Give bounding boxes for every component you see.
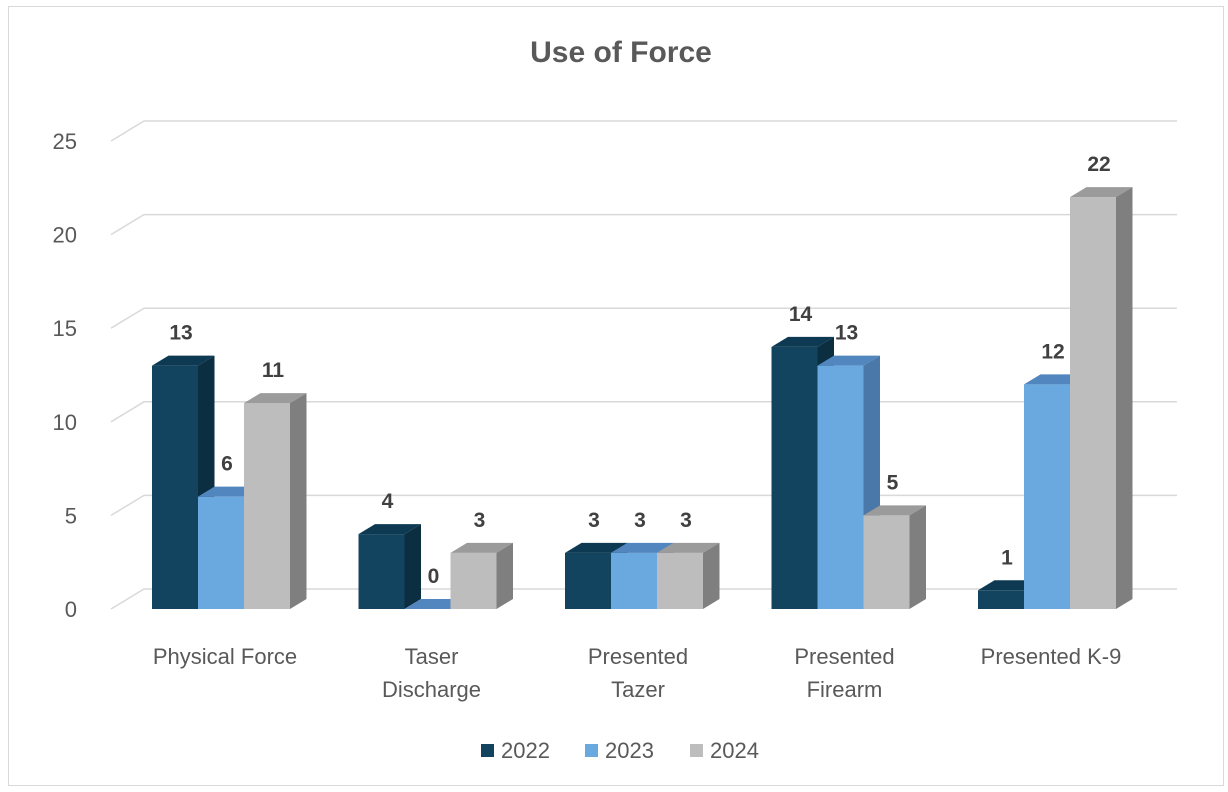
bar-front bbox=[978, 590, 1024, 609]
data-label: 12 bbox=[1041, 340, 1064, 363]
bar-top bbox=[244, 393, 307, 404]
bar-top bbox=[817, 355, 880, 366]
data-label: 13 bbox=[835, 322, 858, 345]
data-label: 3 bbox=[680, 509, 692, 532]
bar-side bbox=[496, 542, 513, 609]
chart-area: Use of Force 0 5 10 15 20 25 13 6 11 4 0 3 3 3 3 14 13 5… bbox=[8, 6, 1224, 786]
x-tick-label: Presented Tazer bbox=[588, 644, 688, 702]
bar-side bbox=[1116, 187, 1133, 609]
data-label: 3 bbox=[474, 509, 486, 532]
legend-item: 2024 bbox=[690, 738, 759, 763]
y-tick-label: 0 bbox=[65, 597, 77, 622]
data-label: 14 bbox=[789, 303, 813, 326]
gridline bbox=[110, 307, 1177, 329]
data-label: 6 bbox=[221, 453, 233, 476]
bar-top bbox=[771, 336, 834, 347]
bar bbox=[1070, 187, 1133, 609]
bar-top bbox=[863, 505, 926, 516]
bar-side bbox=[703, 542, 720, 609]
bar bbox=[863, 505, 926, 609]
legend-item: 2023 bbox=[585, 738, 654, 763]
x-tick-label: Presented K-9 bbox=[981, 644, 1122, 669]
y-tick-label: 25 bbox=[53, 129, 77, 154]
data-label: 11 bbox=[262, 359, 285, 382]
bar-top bbox=[611, 542, 674, 553]
data-labels: 13 6 11 4 0 3 3 3 3 14 13 5 1 12 22 bbox=[169, 153, 1110, 588]
chart-svg: Use of Force 0 5 10 15 20 25 13 6 11 4 0 3 3 3 3 14 13 5… bbox=[53, 36, 1177, 763]
bar-top bbox=[565, 542, 628, 553]
bar bbox=[244, 393, 307, 609]
bar-front bbox=[152, 365, 198, 609]
data-label: 13 bbox=[169, 322, 192, 345]
bar-front bbox=[817, 365, 864, 609]
y-tick-label: 20 bbox=[53, 223, 77, 248]
data-label: 1 bbox=[1001, 546, 1013, 569]
bar-side bbox=[404, 524, 421, 609]
bar-front bbox=[565, 552, 611, 609]
bar-front bbox=[198, 496, 244, 609]
x-axis-ticks: Physical Force Taser Discharge Presented Taz… bbox=[153, 644, 1121, 702]
bar-front bbox=[657, 552, 703, 609]
bar-front bbox=[863, 515, 910, 609]
bar-side bbox=[290, 393, 307, 609]
y-axis-ticks: 0 5 10 15 20 25 bbox=[53, 129, 77, 622]
data-label: 3 bbox=[634, 509, 646, 532]
data-label: 4 bbox=[382, 490, 394, 513]
y-tick-label: 15 bbox=[53, 316, 77, 341]
bar-top bbox=[152, 355, 215, 366]
gridline bbox=[110, 213, 1177, 236]
bar-front bbox=[1070, 197, 1116, 609]
data-label: 0 bbox=[428, 565, 440, 588]
x-tick-label: Presented Firearm bbox=[794, 644, 894, 702]
bar-front bbox=[244, 403, 290, 609]
legend-swatch bbox=[585, 744, 598, 757]
bar-front bbox=[771, 346, 818, 609]
legend-swatch bbox=[690, 744, 703, 757]
data-label: 3 bbox=[588, 509, 600, 532]
legend-item: 2022 bbox=[481, 738, 550, 763]
legend-label: 2023 bbox=[605, 738, 654, 763]
data-label: 22 bbox=[1087, 153, 1110, 176]
x-tick-label: Physical Force bbox=[153, 644, 297, 669]
bar-front bbox=[358, 534, 405, 609]
bar-side bbox=[909, 505, 926, 609]
y-tick-label: 10 bbox=[53, 410, 77, 435]
data-label: 5 bbox=[887, 471, 899, 494]
bar-top bbox=[657, 542, 720, 553]
chart-title: Use of Force bbox=[530, 36, 712, 69]
gridline bbox=[110, 120, 1177, 142]
legend-swatch bbox=[481, 744, 494, 757]
bar bbox=[450, 542, 513, 609]
bars bbox=[152, 187, 1133, 609]
legend-label: 2024 bbox=[710, 738, 759, 763]
bar-top bbox=[450, 542, 513, 553]
bar-top bbox=[1070, 187, 1133, 198]
bar-top bbox=[358, 524, 421, 535]
legend-label: 2022 bbox=[501, 738, 550, 763]
bar bbox=[358, 524, 421, 609]
bar-front bbox=[611, 552, 657, 609]
bar bbox=[657, 542, 720, 609]
y-tick-label: 5 bbox=[65, 503, 77, 528]
x-tick-label: Taser Discharge bbox=[382, 644, 481, 702]
bar-front bbox=[1024, 384, 1070, 609]
bar-front bbox=[450, 552, 497, 609]
legend: 2022 2023 2024 bbox=[481, 738, 759, 763]
